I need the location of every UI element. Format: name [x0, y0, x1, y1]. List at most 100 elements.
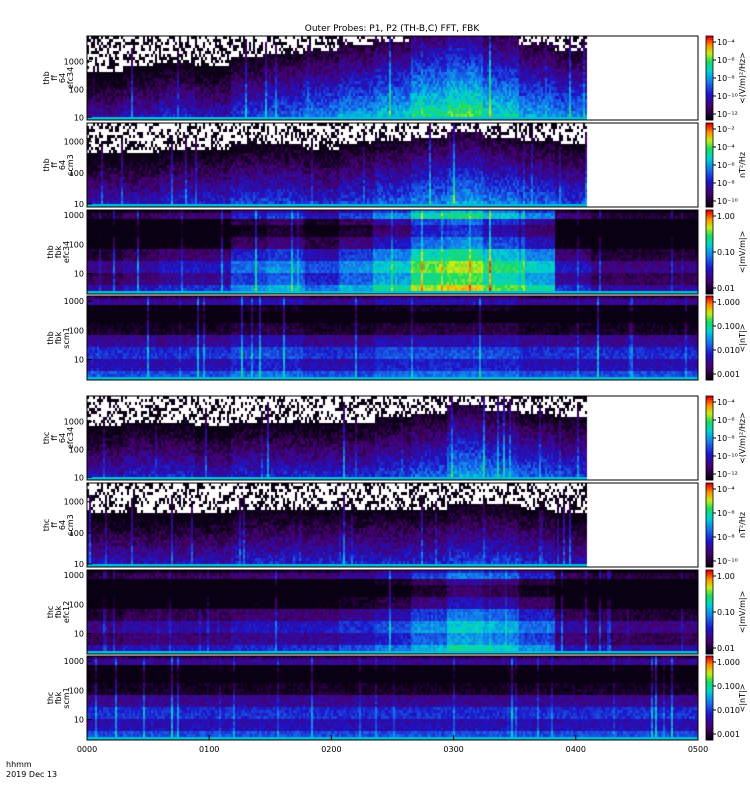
z-tick-label: 0.01: [717, 284, 735, 293]
colorbar-cell: [706, 552, 713, 555]
colorbar-cell: [706, 651, 713, 655]
colorbar-cell: [706, 433, 713, 437]
colorbar-cell: [706, 597, 713, 600]
colorbar-cell: [706, 450, 713, 454]
colorbar-cell: [706, 220, 713, 224]
z-tick-label: 1.00: [717, 212, 735, 221]
colorbar-cell: [706, 687, 713, 691]
colorbar-cell: [706, 181, 713, 185]
colorbar-cell: [706, 210, 713, 213]
colorbar-cell: [706, 485, 713, 488]
y-label-line: ff: [50, 75, 59, 81]
colorbar-cell: [706, 148, 713, 151]
colorbar-cell: [706, 609, 713, 613]
colorbar-cell: [706, 501, 713, 505]
colorbar-cell: [706, 603, 713, 607]
colorbar-cell: [706, 425, 713, 428]
colorbar-cell: [706, 710, 713, 714]
colorbar-cell: [706, 614, 713, 617]
colorbar-cell: [706, 224, 713, 228]
y-label-line: thc: [42, 519, 51, 532]
z-tick-label: 0.010: [717, 706, 740, 715]
spectrogram-image-thc-fbk-scm1: [87, 656, 698, 740]
colorbar-cell: [706, 576, 713, 579]
colorbar-cell: [706, 266, 713, 270]
spectrogram-image-thb-fbk-scm1: [87, 296, 698, 380]
colorbar-cell: [706, 321, 713, 324]
colorbar-cell: [706, 469, 713, 473]
colorbar-cell: [706, 527, 713, 530]
colorbar-thb-fbk-efc34: 1.00 0.10 0.01 <|mV/m|>: [705, 209, 747, 295]
colorbar-frame: [705, 655, 714, 741]
y-axis-label: thb ff 64 scm3: [42, 154, 75, 175]
z-axis-label: <|mV/m|>: [738, 591, 747, 634]
colorbar-cell: [706, 574, 713, 577]
y-axis-label: thb fbk efc34: [46, 241, 71, 263]
y-tick-label: 10: [74, 356, 84, 365]
colorbar-cell: [706, 622, 713, 626]
colorbar-cell: [706, 491, 713, 494]
colorbar-cell: [706, 607, 713, 611]
colorbar-thc-ff-scm3: 10⁻⁴ 10⁻⁶ 10⁻⁸ 10⁻¹⁰ nT²/Hz: [705, 482, 747, 568]
colorbar-cell: [706, 107, 713, 110]
colorbar-cell: [706, 308, 713, 312]
colorbar-cell: [706, 695, 713, 699]
x-tick-label: 0000: [77, 745, 97, 754]
colorbar-cell: [706, 698, 713, 701]
colorbar-cell: [706, 520, 713, 524]
colorbar-cell: [706, 578, 713, 581]
colorbar-cell: [706, 327, 713, 331]
y-label-line: 64: [58, 433, 67, 443]
colorbar-cell: [706, 672, 713, 676]
y-label-line: efc34: [66, 67, 75, 89]
colorbar-cell: [706, 127, 713, 130]
colorbar-cell: [706, 446, 713, 449]
colorbar-cell: [706, 721, 713, 724]
z-tick-label: 0.001: [717, 370, 740, 379]
colorbar-cell: [706, 442, 713, 445]
colorbar-cell: [706, 664, 713, 667]
colorbar-cell: [706, 645, 713, 649]
colorbar-cell: [706, 245, 713, 249]
colorbar-cell: [706, 158, 713, 162]
colorbar-cell: [706, 647, 713, 651]
colorbar-cell: [706, 214, 713, 217]
colorbar-cell: [706, 620, 713, 623]
colorbar-cell: [706, 543, 713, 547]
colorbar-cell: [706, 171, 713, 174]
colorbar-cell: [706, 260, 713, 263]
colorbar-cell: [706, 354, 713, 358]
z-tick-label: 10⁻⁶: [717, 56, 735, 65]
colorbar-cell: [706, 175, 713, 179]
colorbar-cell: [706, 179, 713, 183]
colorbar-cell: [706, 635, 713, 638]
colorbar-thb-ff-efc34: 10⁻⁴ 10⁻⁶ 10⁻⁸ 10⁻¹⁰ 10⁻¹²<(V/m)²/Hz>: [705, 35, 747, 121]
colorbar-cell: [706, 548, 713, 551]
colorbar-cell: [706, 73, 713, 77]
colorbar-cell: [706, 287, 713, 291]
colorbar-cell: [706, 335, 713, 339]
colorbar-cell: [706, 273, 713, 276]
colorbar-cell: [706, 279, 713, 282]
z-axis-label: <(V/m)²/Hz>: [738, 52, 747, 104]
colorbar-cell: [706, 497, 713, 501]
y-label-line: fbk: [54, 245, 63, 258]
colorbar-cell: [706, 454, 713, 458]
colorbar-cell: [706, 402, 713, 405]
y-tick-label: 10: [74, 560, 84, 569]
colorbar-cell: [706, 160, 713, 164]
colorbar-cell: [706, 298, 713, 301]
colorbar-cell: [706, 412, 713, 416]
colorbar-cell: [706, 228, 713, 232]
colorbar-cell: [706, 670, 713, 674]
panel-thc-ff-scm3: 10 100 1000 thc ff 64 scm3 10⁻⁴ 10⁻⁶ 10⁻⁸ 10⁻¹⁰ nT²…: [42, 482, 747, 569]
y-tick-label: 100: [69, 169, 84, 178]
colorbar-cell: [706, 96, 713, 100]
colorbar-cell: [706, 649, 713, 653]
colorbar-cell: [706, 463, 713, 466]
colorbar-cell: [706, 504, 713, 507]
colorbar-cell: [706, 92, 713, 96]
spectrogram-image-thc-fbk-efc12: [87, 570, 698, 654]
colorbar-cell: [706, 440, 713, 443]
